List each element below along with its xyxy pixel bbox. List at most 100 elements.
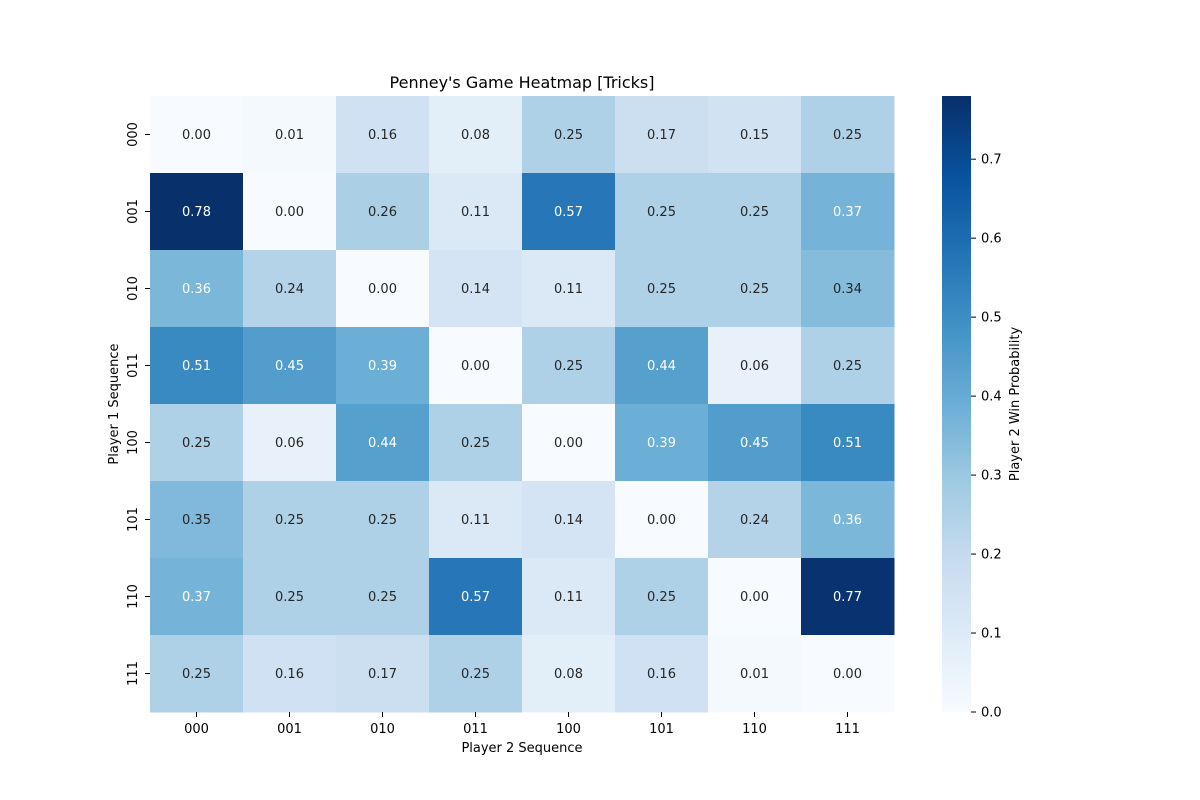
cell-value-label: 0.25	[740, 282, 769, 297]
chart-title: Penney's Game Heatmap [Tricks]	[390, 73, 655, 92]
heatmap-cell	[801, 481, 895, 559]
heatmap-cell	[522, 250, 616, 328]
y-tick-label: 001	[126, 199, 141, 224]
cell-value-label: 0.39	[647, 436, 676, 451]
colorbar-tick-label: 0.0	[981, 706, 1002, 721]
colorbar-tick-label: 0.3	[981, 469, 1002, 484]
cell-value-label: 0.25	[647, 282, 676, 297]
cell-value-label: 0.00	[647, 513, 676, 528]
cell-value-label: 0.11	[554, 282, 583, 297]
heatmap-cell	[429, 558, 523, 636]
colorbar-tick-label: 0.2	[981, 548, 1002, 563]
colorbar-tick-label: 0.5	[981, 311, 1002, 326]
heatmap-cell	[708, 327, 802, 405]
cell-value-label: 0.25	[647, 590, 676, 605]
cell-value-label: 0.16	[647, 667, 676, 682]
heatmap-cell	[243, 481, 337, 559]
heatmap-cell	[708, 173, 802, 251]
heatmap-cell	[801, 635, 895, 713]
heatmap-cell	[243, 173, 337, 251]
cell-value-label: 0.77	[833, 590, 862, 605]
cell-value-label: 0.25	[368, 513, 397, 528]
heatmap-cell	[336, 327, 430, 405]
heatmap-cell	[522, 327, 616, 405]
cell-value-label: 0.11	[461, 513, 490, 528]
cell-value-label: 0.08	[554, 667, 583, 682]
colorbar-label: Player 2 Win Probability	[1008, 327, 1023, 482]
heatmap-cell	[615, 558, 709, 636]
heatmap-cell	[615, 173, 709, 251]
heatmap-cell	[522, 635, 616, 713]
heatmap-cell	[150, 558, 244, 636]
x-tick-label: 001	[277, 722, 302, 737]
heatmap-cell	[243, 250, 337, 328]
cell-value-label: 0.11	[461, 205, 490, 220]
heatmap-cell	[429, 635, 523, 713]
colorbar-tick-label: 0.1	[981, 627, 1002, 642]
heatmap-cell	[429, 327, 523, 405]
heatmap-cell	[336, 404, 430, 482]
heatmap-cell	[708, 404, 802, 482]
heatmap-cell	[429, 481, 523, 559]
cell-value-label: 0.24	[275, 282, 304, 297]
cell-value-label: 0.14	[554, 513, 583, 528]
cell-value-label: 0.37	[182, 590, 211, 605]
cell-value-label: 0.25	[368, 590, 397, 605]
heatmap-cell	[336, 250, 430, 328]
heatmap-cell	[615, 96, 709, 174]
cell-value-label: 0.00	[740, 590, 769, 605]
heatmap-cell	[615, 481, 709, 559]
heatmap-cell	[243, 96, 337, 174]
cell-value-label: 0.25	[275, 590, 304, 605]
heatmap-cell	[150, 481, 244, 559]
heatmap-cell	[150, 250, 244, 328]
cell-value-label: 0.57	[554, 205, 583, 220]
heatmap-cell	[522, 173, 616, 251]
cell-value-label: 0.35	[182, 513, 211, 528]
heatmap-cell	[801, 404, 895, 482]
cell-value-label: 0.51	[182, 359, 211, 374]
cell-value-label: 0.25	[647, 205, 676, 220]
cell-value-label: 0.25	[833, 128, 862, 143]
cell-value-label: 0.17	[368, 667, 397, 682]
colorbar-tick-label: 0.7	[981, 153, 1002, 168]
cell-value-label: 0.44	[647, 359, 676, 374]
cell-value-label: 0.16	[275, 667, 304, 682]
heatmap-cell	[336, 481, 430, 559]
cell-value-label: 0.36	[182, 282, 211, 297]
heatmap-cell	[801, 250, 895, 328]
cell-value-label: 0.17	[647, 128, 676, 143]
y-axis-label: Player 1 Sequence	[107, 343, 122, 464]
heatmap-cell	[801, 327, 895, 405]
cell-value-label: 0.45	[740, 436, 769, 451]
cell-value-label: 0.51	[833, 436, 862, 451]
cell-value-label: 0.25	[554, 359, 583, 374]
heatmap-cell	[336, 173, 430, 251]
heatmap-cell	[429, 173, 523, 251]
heatmap-cell	[243, 558, 337, 636]
y-tick-label: 111	[126, 661, 141, 686]
colorbar-tick-label: 0.6	[981, 232, 1002, 247]
x-tick-label: 110	[742, 722, 767, 737]
heatmap-cell	[522, 404, 616, 482]
x-tick-label: 010	[370, 722, 395, 737]
heatmap-cell	[708, 558, 802, 636]
cell-value-label: 0.06	[275, 436, 304, 451]
heatmap-cell	[801, 558, 895, 636]
cell-value-label: 0.25	[740, 205, 769, 220]
cell-value-label: 0.16	[368, 128, 397, 143]
x-tick-label: 000	[184, 722, 209, 737]
heatmap-cells	[150, 96, 895, 713]
y-tick-label: 110	[126, 584, 141, 609]
y-tick-label: 101	[126, 507, 141, 532]
heatmap-cell	[336, 96, 430, 174]
x-tick-label: 101	[649, 722, 674, 737]
heatmap-cell	[615, 327, 709, 405]
heatmap-cell	[150, 327, 244, 405]
y-axis: 000 001 010 011 100 101 110 111	[126, 122, 150, 686]
heatmap-cell	[522, 558, 616, 636]
heatmap-cell	[801, 173, 895, 251]
heatmap-cell	[615, 404, 709, 482]
cell-value-label: 0.11	[554, 590, 583, 605]
